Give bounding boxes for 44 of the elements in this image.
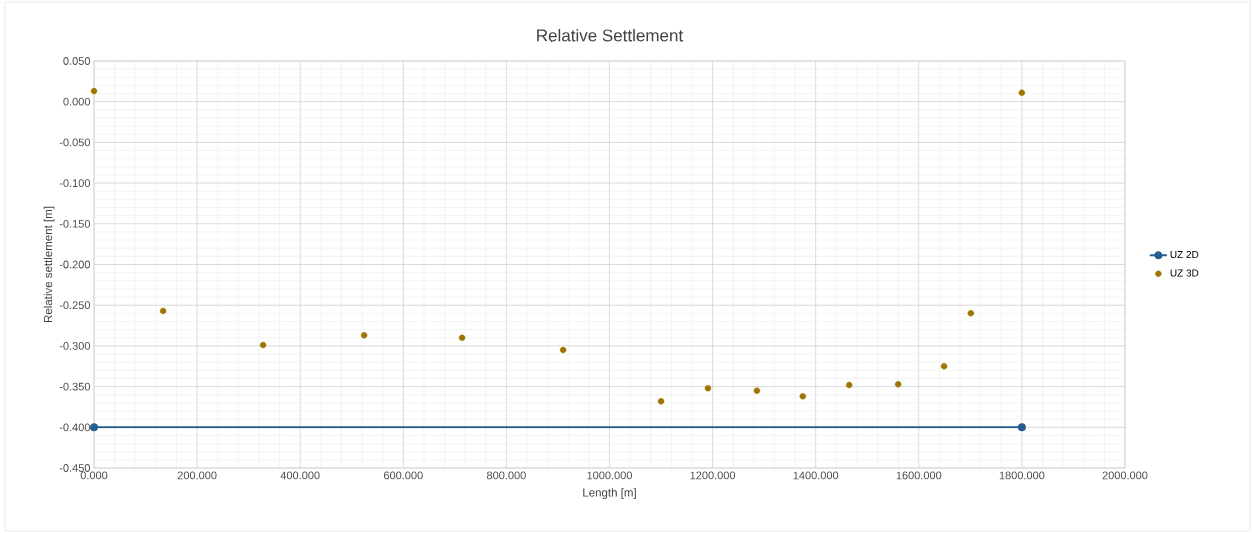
x-tick-label: 600.000 [383,471,423,480]
x-tick-label: 200.000 [177,471,217,480]
point [940,363,948,370]
point [360,332,368,339]
point [967,310,975,317]
y-tick-label: -0.200 [59,260,91,269]
point [657,398,665,405]
y-tick-label: 0.050 [63,57,91,65]
x-axis-title: Length [m] [583,488,636,499]
point [894,380,902,388]
point [1017,423,1026,432]
y-tick-label: 0.000 [63,97,91,106]
y-tick-label: -0.350 [59,382,91,391]
point [1018,89,1026,96]
x-tick-label: 1800.000 [999,471,1045,480]
point [559,346,567,354]
point [704,385,712,392]
x-tick-label: 0.000 [80,471,108,480]
point [159,307,167,315]
x-tick-label: 2000.000 [1102,471,1148,480]
point [259,341,267,349]
y-tick-label: -0.450 [59,464,91,472]
x-tick-label: 400.000 [280,471,320,480]
x-tick-label: 1200.000 [690,471,736,480]
x-tick-label: 800.000 [486,471,526,480]
legend-label: UZ 2D [1170,251,1199,259]
legend-label: UZ 3D [1170,269,1199,277]
x-tick-label: 1600.000 [896,471,942,480]
point [846,381,853,389]
y-axis-title: Relative settlement [m] [43,206,55,323]
y-tick-label: -0.100 [59,179,91,187]
point [799,393,806,400]
x-tick-label: 1400.000 [793,471,839,480]
y-tick-label: -0.400 [59,423,91,432]
point [90,87,98,95]
x-tick-label: 1000.000 [587,471,632,480]
y-tick-label: -0.050 [59,138,91,147]
y-tick-label: -0.250 [59,301,91,310]
y-tick-label: -0.150 [59,219,91,228]
point [753,387,761,394]
point [90,423,98,432]
chart-title: Relative Settlement [537,28,684,42]
y-tick-label: -0.300 [59,342,91,350]
point [458,334,466,341]
